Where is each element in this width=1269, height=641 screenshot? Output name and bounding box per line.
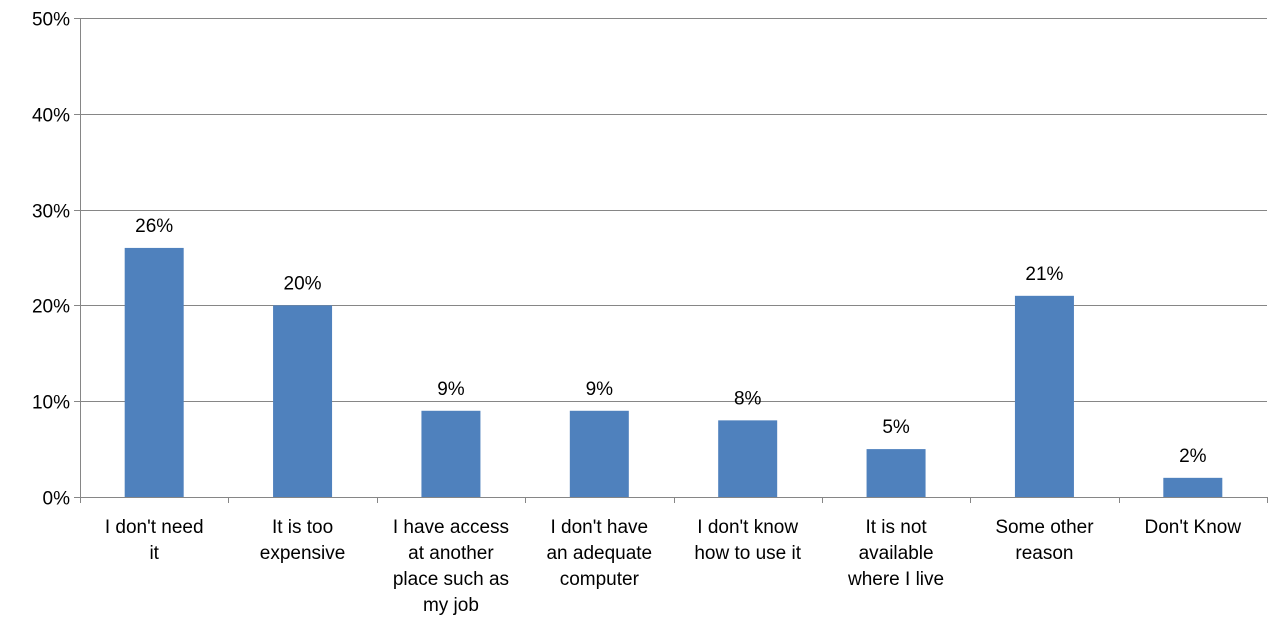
x-category-label-line: Don't Know bbox=[1145, 517, 1242, 538]
x-category-label: I don't need it bbox=[105, 517, 204, 564]
x-category-label: I don't know how to use it bbox=[694, 517, 801, 564]
x-category-label-line: reason bbox=[1015, 543, 1073, 564]
x-category-label: Some other reason bbox=[995, 517, 1094, 564]
bars bbox=[124, 247, 1223, 497]
bar bbox=[273, 305, 333, 497]
x-category-label-line: place such as bbox=[393, 569, 509, 590]
x-category-label-line: an adequate bbox=[546, 543, 652, 564]
x-category-label-line: available bbox=[859, 543, 934, 564]
data-label: 20% bbox=[284, 273, 322, 294]
y-tick-label: 30% bbox=[32, 202, 70, 223]
bar bbox=[421, 410, 481, 497]
data-label: 9% bbox=[437, 379, 465, 400]
data-label: 21% bbox=[1025, 264, 1063, 285]
x-category-label-line: I don't know bbox=[697, 517, 798, 538]
x-category-label: I don't have an adequate computer bbox=[546, 517, 652, 590]
y-tick-label: 0% bbox=[43, 489, 71, 510]
axes bbox=[74, 18, 1268, 503]
y-tick-label: 40% bbox=[32, 106, 70, 127]
data-label: 26% bbox=[135, 216, 173, 237]
x-category-label-line: computer bbox=[560, 569, 640, 590]
y-tick-labels: 0% 10% 20% 30% 40% 50% bbox=[32, 10, 70, 510]
gridlines bbox=[80, 18, 1267, 402]
x-category-label-line: I don't have bbox=[550, 517, 648, 538]
x-category-label-line: Some other bbox=[995, 517, 1094, 538]
x-category-labels: I don't need it It is too expensive I have a… bbox=[105, 517, 1242, 616]
data-label: 8% bbox=[734, 388, 762, 409]
y-tick-label: 10% bbox=[32, 393, 70, 414]
x-category-label-line: It is too bbox=[272, 517, 333, 538]
x-category-label-line: I have access bbox=[393, 517, 509, 538]
x-category-label: I have access at another place such as my j… bbox=[393, 517, 509, 616]
data-labels: 26% 20% 9% 9% 8% 5% 21% 2% bbox=[135, 216, 1206, 467]
x-category-label: It is not available where I live bbox=[847, 517, 944, 590]
bar bbox=[569, 410, 629, 497]
bar bbox=[1163, 477, 1223, 497]
data-label: 5% bbox=[882, 417, 910, 438]
x-category-label-line: expensive bbox=[260, 543, 346, 564]
y-tick-label: 20% bbox=[32, 297, 70, 318]
bar bbox=[866, 449, 926, 497]
data-label: 9% bbox=[586, 379, 614, 400]
data-label: 2% bbox=[1179, 446, 1207, 467]
x-category-label: It is too expensive bbox=[260, 517, 346, 564]
x-category-label-line: I don't need bbox=[105, 517, 204, 538]
x-category-label-line: where I live bbox=[847, 569, 944, 590]
x-category-label-line: it bbox=[149, 543, 159, 564]
x-category-label-line: my job bbox=[423, 595, 479, 616]
x-category-label-line: how to use it bbox=[694, 543, 801, 564]
x-category-label-line: at another bbox=[408, 543, 494, 564]
bar bbox=[124, 247, 184, 497]
x-category-label: Don't Know bbox=[1145, 517, 1242, 538]
bar bbox=[1014, 295, 1074, 497]
x-category-label-line: It is not bbox=[865, 517, 927, 538]
bar bbox=[718, 420, 778, 497]
y-tick-label: 50% bbox=[32, 10, 70, 31]
